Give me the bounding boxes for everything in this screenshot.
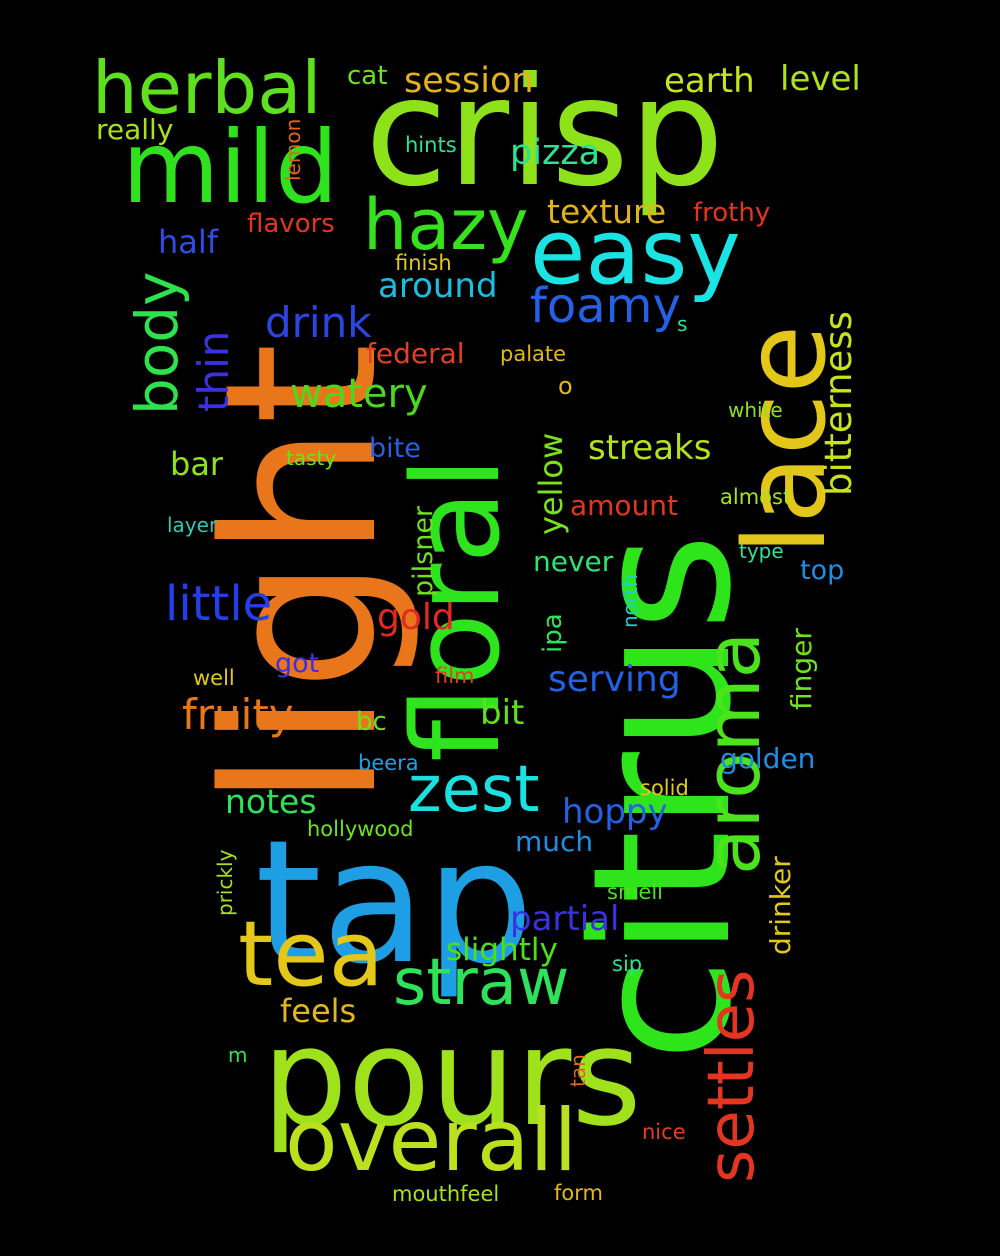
- word-amount: amount: [570, 489, 679, 522]
- word-frothy: frothy: [693, 198, 771, 228]
- word-north: north: [618, 574, 642, 628]
- word-mouthfeel: mouthfeel: [392, 1182, 500, 1206]
- word-gold: gold: [377, 597, 455, 638]
- word-got: got: [275, 648, 320, 679]
- word-partial: partial: [510, 899, 620, 939]
- word-s: s: [677, 312, 688, 336]
- word-bar: bar: [170, 445, 224, 483]
- word-pizza: pizza: [510, 133, 601, 173]
- word-straw: straw: [393, 946, 570, 1020]
- word-feels: feels: [280, 992, 357, 1030]
- word-zest: zest: [408, 753, 540, 827]
- word-hoppy: hoppy: [562, 792, 668, 832]
- word-watery: watery: [290, 371, 428, 417]
- word-pilsner: pilsner: [408, 505, 439, 597]
- word-type: type: [739, 539, 784, 563]
- word-never: never: [533, 545, 614, 578]
- word-finish: finish: [395, 251, 452, 275]
- word-texture: texture: [547, 192, 667, 231]
- word-white: white: [728, 398, 783, 422]
- word-hollywood: hollywood: [307, 817, 414, 841]
- word-bit: bit: [480, 693, 525, 733]
- word-film: film: [435, 664, 475, 688]
- word-almost: almost: [720, 485, 792, 509]
- word-well: well: [193, 666, 235, 690]
- word-earth: earth: [664, 61, 755, 101]
- word-streaks: streaks: [588, 428, 712, 468]
- word-palate: palate: [500, 342, 567, 366]
- word-tan: tan: [566, 1054, 590, 1087]
- word-m: m: [228, 1043, 248, 1067]
- word-bc: bc: [356, 707, 387, 737]
- word-top: top: [800, 555, 845, 586]
- word-ipa: ipa: [538, 613, 568, 653]
- word-hints: hints: [405, 133, 457, 157]
- word-finger: finger: [785, 628, 818, 710]
- word-easy: easy: [530, 200, 741, 305]
- word-drinker: drinker: [764, 856, 797, 955]
- word-crisp: crisp: [365, 46, 725, 220]
- word-layer: layer: [167, 513, 218, 537]
- word-level: level: [780, 59, 861, 99]
- word-hazy: hazy: [363, 184, 529, 266]
- word-cat: cat: [347, 61, 388, 91]
- word-bite: bite: [369, 433, 421, 464]
- word-nice: nice: [642, 1120, 686, 1144]
- word-tasty: tasty: [286, 446, 337, 470]
- word-notes: notes: [225, 782, 317, 821]
- word-half: half: [158, 223, 219, 261]
- word-tap: tap: [255, 804, 534, 1002]
- word-serving: serving: [548, 659, 681, 700]
- word-form: form: [554, 1181, 603, 1205]
- word-solid: solid: [640, 776, 689, 800]
- word-golden: golden: [720, 742, 816, 775]
- word-mild: mild: [122, 109, 339, 226]
- word-drink: drink: [265, 298, 372, 347]
- word-thin: thin: [189, 330, 238, 412]
- word-lemon: lemon: [281, 118, 305, 181]
- word-overall: overall: [285, 1091, 578, 1191]
- word-flavors: flavors: [247, 209, 335, 239]
- word-herbal: herbal: [92, 46, 322, 130]
- word-o: o: [558, 372, 573, 400]
- word-session: session: [404, 61, 534, 101]
- word-slightly: slightly: [446, 932, 558, 968]
- word-bitterness: bitterness: [817, 311, 860, 496]
- word-pours: pours: [262, 999, 642, 1156]
- word-foamy: foamy: [530, 278, 681, 334]
- word-settles: settles: [695, 969, 769, 1183]
- word-around: around: [378, 266, 498, 306]
- word-beera: beera: [358, 751, 419, 775]
- word-much: much: [515, 825, 594, 858]
- word-yellow: yellow: [532, 432, 570, 535]
- word-little: little: [165, 576, 273, 632]
- word-smell: smell: [607, 880, 663, 904]
- word-fruity: fruity: [182, 690, 294, 739]
- word-sip: sip: [612, 952, 643, 976]
- word-really: really: [96, 113, 174, 146]
- word-prickly: prickly: [213, 849, 237, 916]
- word-federal: federal: [366, 337, 465, 370]
- word-tea: tea: [238, 902, 384, 1007]
- word-body: body: [123, 271, 191, 415]
